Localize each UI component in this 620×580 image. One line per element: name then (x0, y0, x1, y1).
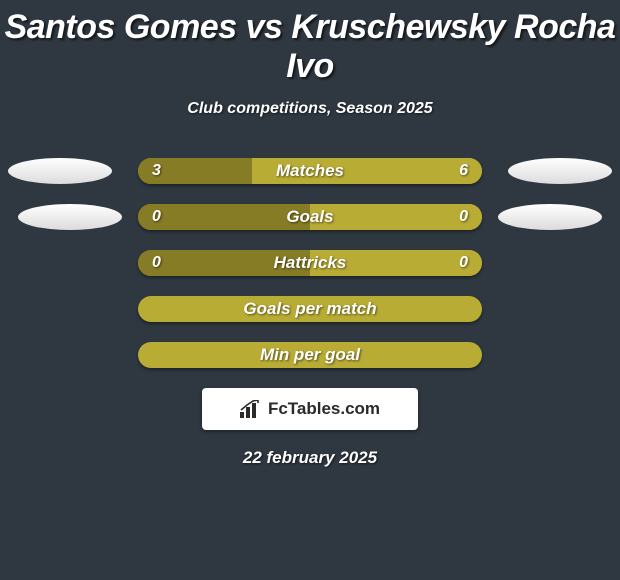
stat-row: Goals per match (0, 296, 620, 322)
comparison-rows: 36Matches00Goals00HattricksGoals per mat… (0, 158, 620, 368)
stat-row: 00Hattricks (0, 250, 620, 276)
stat-bar: 36Matches (138, 158, 482, 184)
player-right-avatar (508, 158, 612, 184)
page-subtitle: Club competitions, Season 2025 (0, 100, 620, 118)
stat-bar: 00Goals (138, 204, 482, 230)
stat-row: 00Goals (0, 204, 620, 230)
stat-bar-right-segment (310, 204, 482, 230)
date-label: 22 february 2025 (0, 448, 620, 468)
player-left-avatar (8, 158, 112, 184)
stat-bar: 00Hattricks (138, 250, 482, 276)
stat-row: Min per goal (0, 342, 620, 368)
stat-bar-right-segment (252, 158, 482, 184)
stat-left-value: 0 (152, 250, 161, 276)
stat-bar-left-segment (138, 250, 310, 276)
stat-left-value: 0 (152, 204, 161, 230)
stat-bar: Min per goal (138, 342, 482, 368)
brand-badge: FcTables.com (202, 388, 418, 430)
stat-label: Min per goal (138, 342, 482, 368)
stat-label: Goals per match (138, 296, 482, 322)
stat-bar-left-segment (138, 204, 310, 230)
player-left-avatar (18, 204, 122, 230)
stat-bar-right-segment (310, 250, 482, 276)
stat-bar: Goals per match (138, 296, 482, 322)
stat-row: 36Matches (0, 158, 620, 184)
stat-left-value: 3 (152, 158, 161, 184)
stat-right-value: 0 (459, 204, 468, 230)
brand-text: FcTables.com (268, 399, 380, 419)
page-title: Santos Gomes vs Kruschewsky Rocha Ivo (0, 0, 620, 86)
stat-right-value: 0 (459, 250, 468, 276)
bar-chart-icon (240, 400, 262, 418)
stat-right-value: 6 (459, 158, 468, 184)
player-right-avatar (498, 204, 602, 230)
